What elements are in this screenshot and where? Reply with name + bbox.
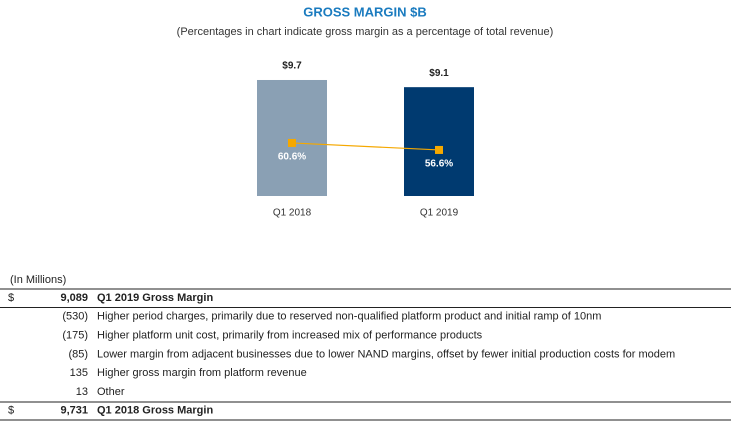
row-label: Other <box>97 386 125 398</box>
amount: 9,089 <box>60 292 88 304</box>
row-label: Higher period charges, primarily due to … <box>97 311 601 323</box>
x-tick-label: Q1 2018 <box>273 208 312 219</box>
row-label: Higher platform unit cost, primarily fro… <box>97 330 483 342</box>
amount: (175) <box>62 330 88 342</box>
amount: (85) <box>68 348 88 360</box>
currency: $ <box>8 292 14 304</box>
bar <box>404 87 474 196</box>
line-marker <box>435 145 443 154</box>
line-marker <box>288 138 296 147</box>
line <box>291 142 440 151</box>
line-value-label: 56.6% <box>425 159 453 170</box>
unit-note: (In Millions) <box>10 274 66 286</box>
bar-value-label: $9.1 <box>429 68 449 79</box>
amount: 9,731 <box>60 405 88 417</box>
row-label: Higher gross margin from platform revenu… <box>97 367 307 379</box>
chart-subtitle: (Percentages in chart indicate gross mar… <box>177 26 554 38</box>
amount: 135 <box>70 367 88 379</box>
line-value-label: 60.6% <box>278 152 306 163</box>
bar-value-label: $9.7 <box>282 61 302 72</box>
chart-title: GROSS MARGIN $B <box>303 4 427 19</box>
x-tick-label: Q1 2019 <box>420 208 459 219</box>
amount: 13 <box>76 386 88 398</box>
bar <box>257 79 327 196</box>
amount: (530) <box>62 311 88 323</box>
row-label: Q1 2018 Gross Margin <box>97 405 213 417</box>
currency: $ <box>8 405 14 417</box>
row-label: Lower margin from adjacent businesses du… <box>97 348 675 360</box>
row-label: Q1 2019 Gross Margin <box>97 292 213 304</box>
